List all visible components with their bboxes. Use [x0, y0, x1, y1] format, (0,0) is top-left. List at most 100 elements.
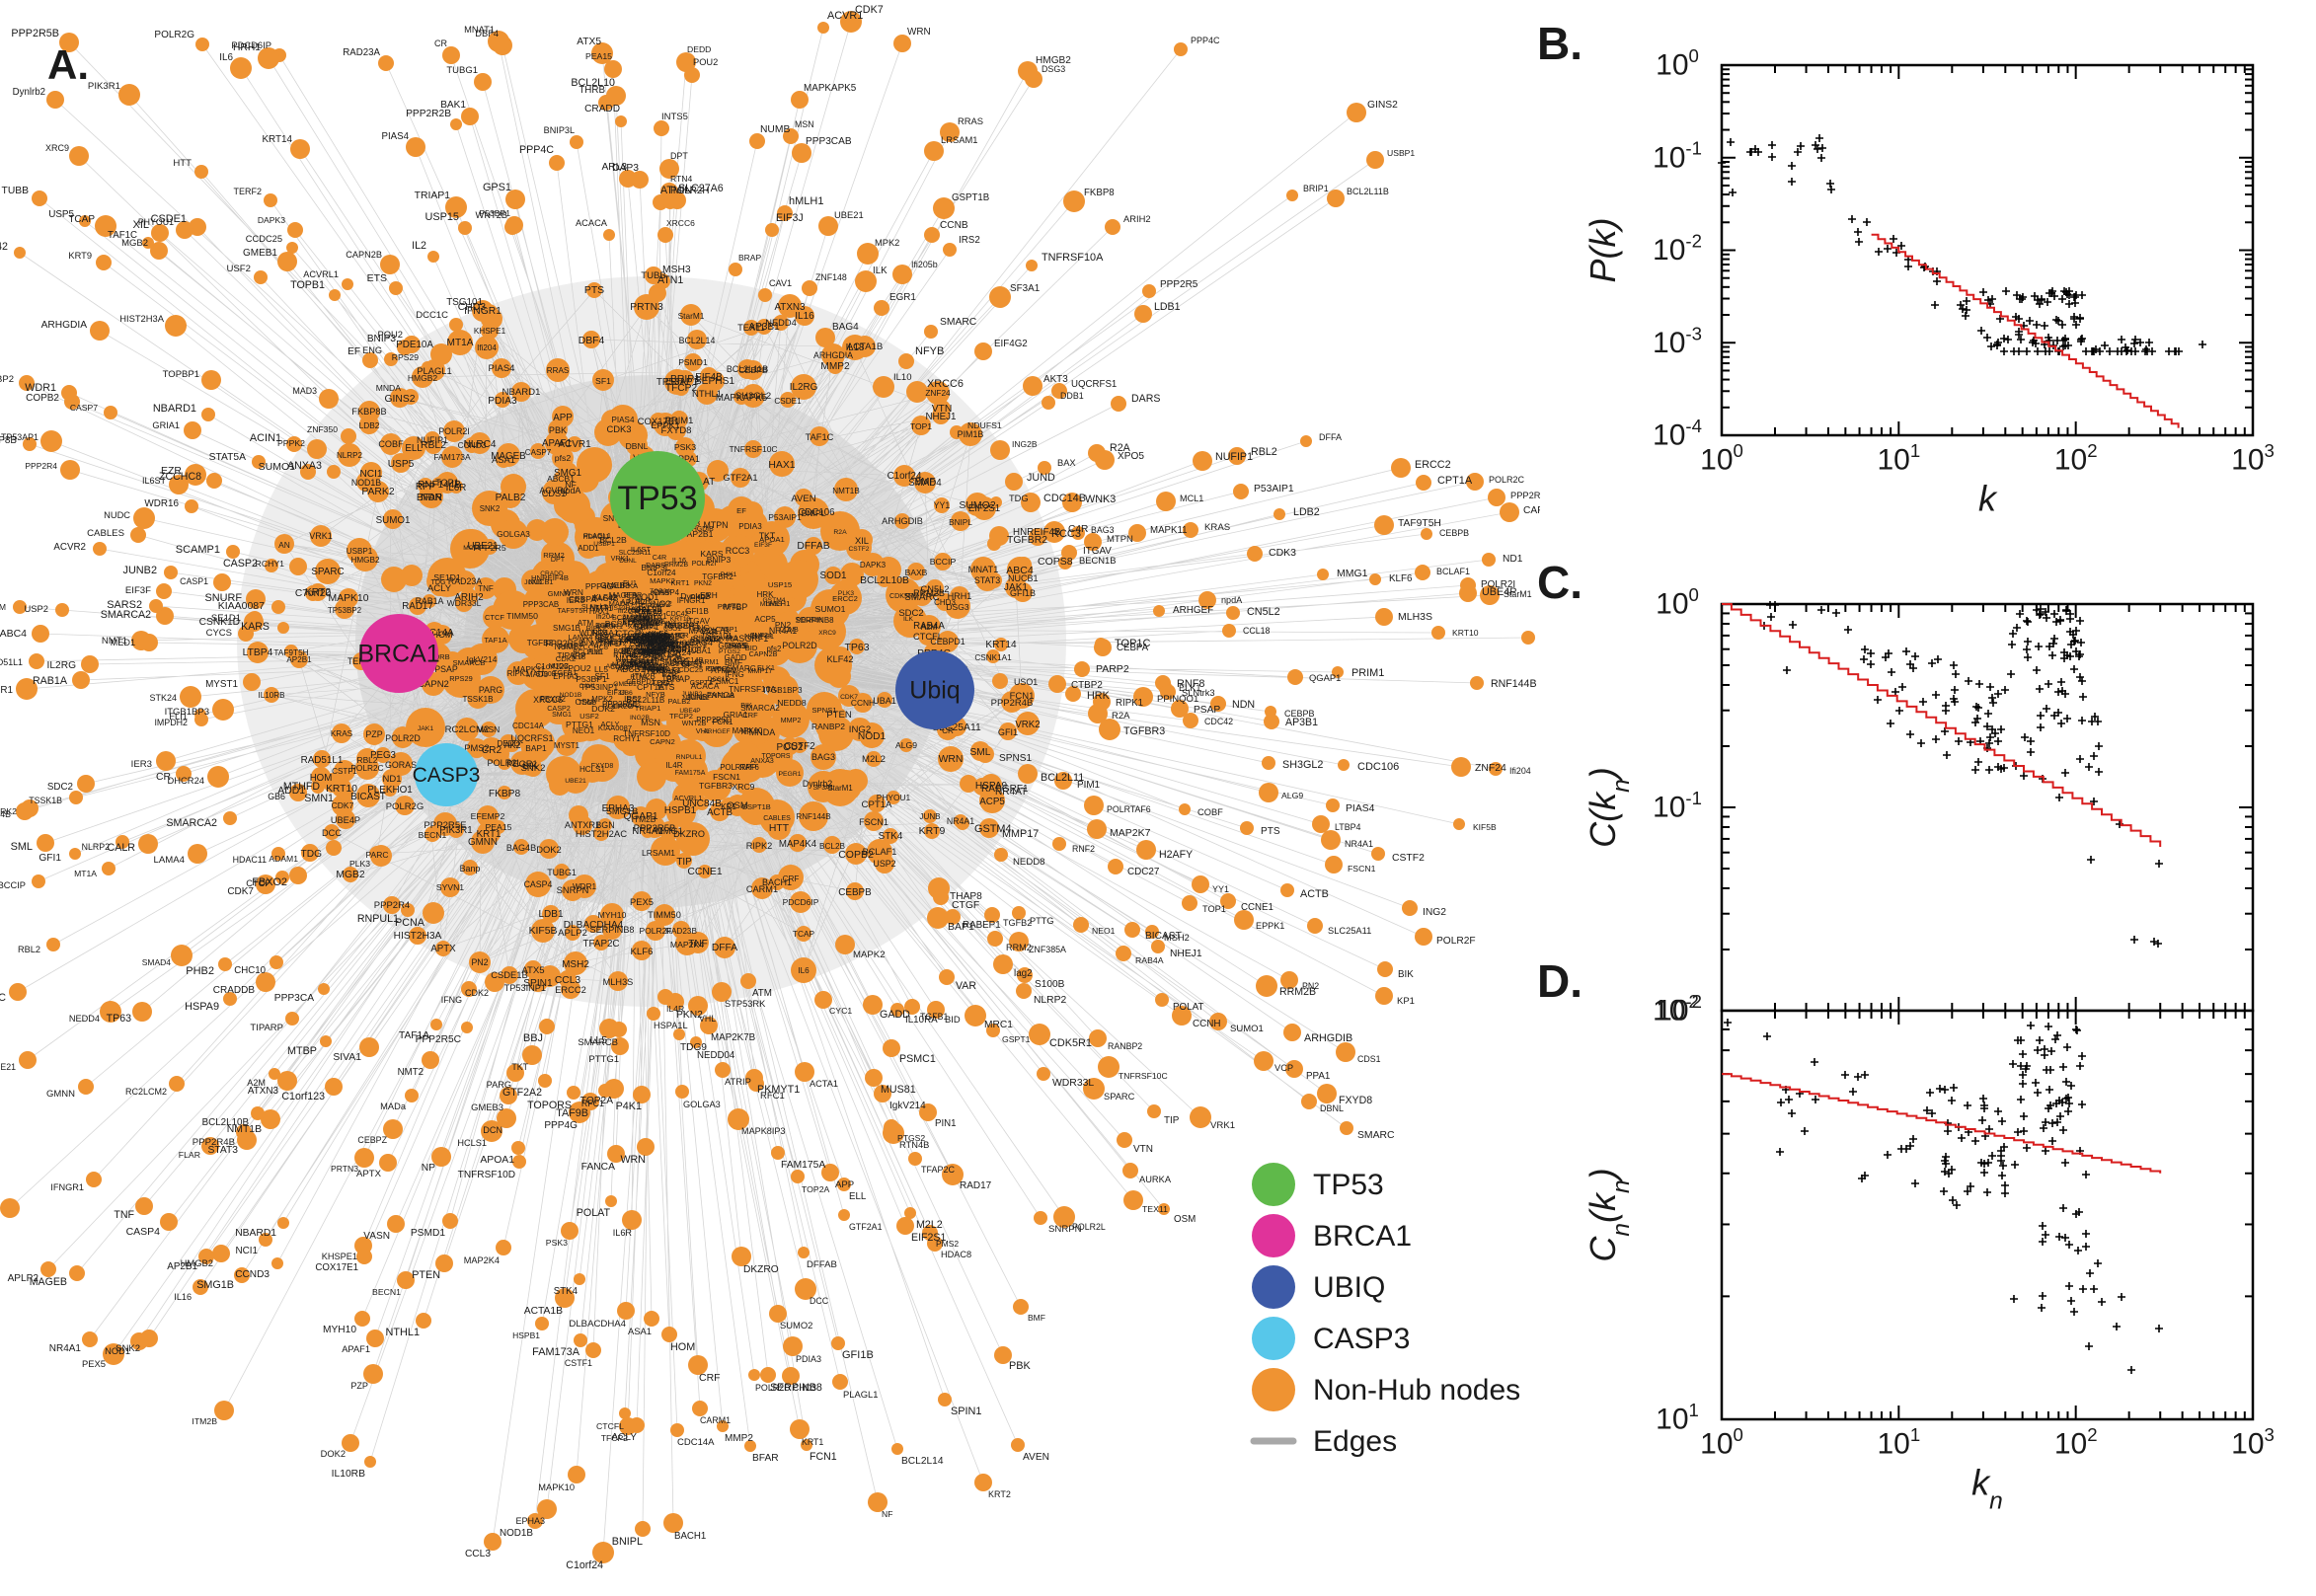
- svg-text:CR2: CR2: [482, 745, 502, 756]
- svg-text:ARIH2: ARIH2: [454, 592, 484, 603]
- svg-text:TP53: TP53: [1313, 1169, 1384, 1201]
- svg-text:GMEB3: GMEB3: [600, 580, 630, 590]
- svg-text:NFYB: NFYB: [915, 345, 944, 357]
- svg-text:XRC9: XRC9: [818, 630, 836, 637]
- svg-text:FAM175A: FAM175A: [675, 770, 706, 777]
- svg-text:C1orf123: C1orf123: [281, 1091, 325, 1102]
- svg-text:STAT3: STAT3: [974, 575, 1000, 585]
- svg-text:PIAS4: PIAS4: [489, 363, 515, 374]
- svg-text:EPHA3: EPHA3: [515, 1516, 545, 1526]
- svg-text:FCN1: FCN1: [1010, 691, 1035, 702]
- svg-text:PZP: PZP: [365, 729, 382, 739]
- svg-text:CDK3: CDK3: [606, 423, 631, 434]
- svg-text:NDUFS1: NDUFS1: [744, 632, 774, 641]
- svg-text:RAD51L1: RAD51L1: [301, 755, 344, 766]
- svg-text:CCNB: CCNB: [779, 627, 799, 634]
- svg-text:RANBP2: RANBP2: [811, 722, 845, 731]
- svg-text:CEBPD1: CEBPD1: [930, 637, 965, 646]
- svg-text:Dynlrb2: Dynlrb2: [803, 779, 832, 789]
- svg-text:PSMC1: PSMC1: [899, 1053, 936, 1065]
- svg-text:HTT: HTT: [173, 158, 192, 169]
- svg-text:Ifi205b: Ifi205b: [911, 260, 938, 269]
- svg-text:PLAGL1: PLAGL1: [843, 1389, 878, 1400]
- svg-text:FXYD8: FXYD8: [661, 425, 692, 436]
- svg-text:PHB2: PHB2: [186, 965, 214, 977]
- svg-text:R2A: R2A: [833, 529, 847, 536]
- svg-text:SIVA1: SIVA1: [333, 1052, 361, 1063]
- svg-text:PALB2: PALB2: [496, 493, 526, 503]
- svg-text:BAG4: BAG4: [832, 322, 859, 333]
- svg-text:PPP3CA: PPP3CA: [274, 993, 314, 1004]
- svg-text:Edges: Edges: [1313, 1425, 1397, 1458]
- svg-text:IL10RB: IL10RB: [259, 691, 285, 700]
- svg-text:POLRTAF6: POLRTAF6: [720, 763, 759, 772]
- svg-text:RAD23B: RAD23B: [665, 927, 697, 936]
- svg-text:KRT1: KRT1: [802, 1437, 823, 1447]
- svg-text:IFNGR1: IFNGR1: [50, 1182, 84, 1192]
- svg-text:MYH10: MYH10: [598, 910, 627, 920]
- svg-text:NLRP2: NLRP2: [337, 451, 363, 460]
- svg-text:SUMO1: SUMO1: [1230, 1024, 1264, 1034]
- svg-text:GOLGA3: GOLGA3: [683, 1100, 721, 1109]
- svg-text:VASN: VASN: [363, 1231, 390, 1242]
- svg-text:USP5: USP5: [388, 459, 415, 470]
- svg-text:RNPUL1: RNPUL1: [676, 754, 703, 761]
- svg-text:HRH1: HRH1: [233, 42, 261, 53]
- svg-text:TAF1A: TAF1A: [484, 636, 507, 645]
- svg-text:SPIN1: SPIN1: [951, 1406, 981, 1417]
- svg-text:IL2RG: IL2RG: [47, 660, 77, 671]
- svg-text:MAPK10: MAPK10: [328, 593, 368, 604]
- svg-text:ZNF385A: ZNF385A: [1029, 945, 1066, 954]
- svg-text:KHSPE1: KHSPE1: [322, 1252, 357, 1261]
- svg-text:GOLGA3: GOLGA3: [497, 530, 530, 539]
- svg-text:NOD1B: NOD1B: [500, 1528, 533, 1539]
- svg-text:TOP1: TOP1: [1202, 904, 1226, 914]
- svg-text:RAD17: RAD17: [960, 1180, 992, 1191]
- svg-text:GINS2: GINS2: [1367, 100, 1398, 111]
- svg-text:JUNB2: JUNB2: [123, 565, 158, 576]
- svg-text:NEDD04: NEDD04: [697, 1050, 735, 1061]
- svg-text:AKT3: AKT3: [1043, 374, 1068, 385]
- svg-text:PDIA3: PDIA3: [796, 1354, 821, 1364]
- svg-text:WRN: WRN: [907, 27, 931, 38]
- svg-text:R2A: R2A: [1112, 711, 1130, 722]
- svg-text:RNF2: RNF2: [1072, 844, 1095, 854]
- svg-text:MMP2: MMP2: [820, 361, 850, 372]
- svg-text:CCNE1: CCNE1: [1241, 902, 1274, 913]
- svg-text:XRCC6: XRCC6: [666, 218, 695, 228]
- svg-text:APP: APP: [835, 1179, 854, 1190]
- svg-text:USP15: USP15: [425, 211, 459, 223]
- svg-text:TSG101: TSG101: [446, 297, 483, 308]
- svg-text:CRADD: CRADD: [540, 570, 564, 577]
- svg-text:DKZRO: DKZRO: [743, 1264, 779, 1275]
- svg-text:StarM1: StarM1: [1504, 589, 1532, 599]
- svg-text:P4K1: P4K1: [616, 1101, 642, 1112]
- svg-text:MAPK10: MAPK10: [538, 1482, 575, 1492]
- svg-text:FANCA: FANCA: [581, 1162, 615, 1173]
- svg-text:BNIPL: BNIPL: [949, 518, 972, 527]
- svg-text:ERH: ERH: [665, 376, 683, 386]
- svg-text:USF2: USF2: [226, 264, 251, 274]
- svg-text:JAK1: JAK1: [418, 725, 433, 732]
- svg-text:GMEB1: GMEB1: [613, 681, 637, 688]
- svg-text:CR: CR: [156, 772, 172, 783]
- svg-text:NR4A1: NR4A1: [947, 816, 974, 826]
- svg-text:CARM1: CARM1: [700, 1415, 731, 1425]
- svg-text:VRK1: VRK1: [309, 531, 333, 541]
- svg-text:ARHGDIA: ARHGDIA: [41, 320, 88, 331]
- svg-text:APLP2: APLP2: [8, 1273, 39, 1284]
- svg-text:POLAT: POLAT: [577, 1207, 611, 1219]
- svg-text:UBE21: UBE21: [565, 778, 586, 785]
- svg-text:PPP2R5B: PPP2R5B: [11, 28, 59, 39]
- svg-text:ACTA1B: ACTA1B: [524, 1306, 563, 1317]
- svg-text:CHC10: CHC10: [234, 965, 266, 976]
- svg-text:TIP: TIP: [1164, 1115, 1180, 1126]
- svg-text:ARIH2: ARIH2: [1123, 213, 1151, 224]
- svg-text:PSK3: PSK3: [674, 442, 696, 452]
- svg-text:NR4A1: NR4A1: [49, 1343, 82, 1354]
- svg-text:DPT: DPT: [670, 151, 688, 161]
- svg-text:A.: A.: [47, 41, 89, 88]
- svg-text:TNFRSF10C: TNFRSF10C: [1119, 1071, 1168, 1081]
- svg-text:TERF2: TERF2: [233, 187, 262, 196]
- svg-text:EIF4B: EIF4B: [695, 372, 723, 383]
